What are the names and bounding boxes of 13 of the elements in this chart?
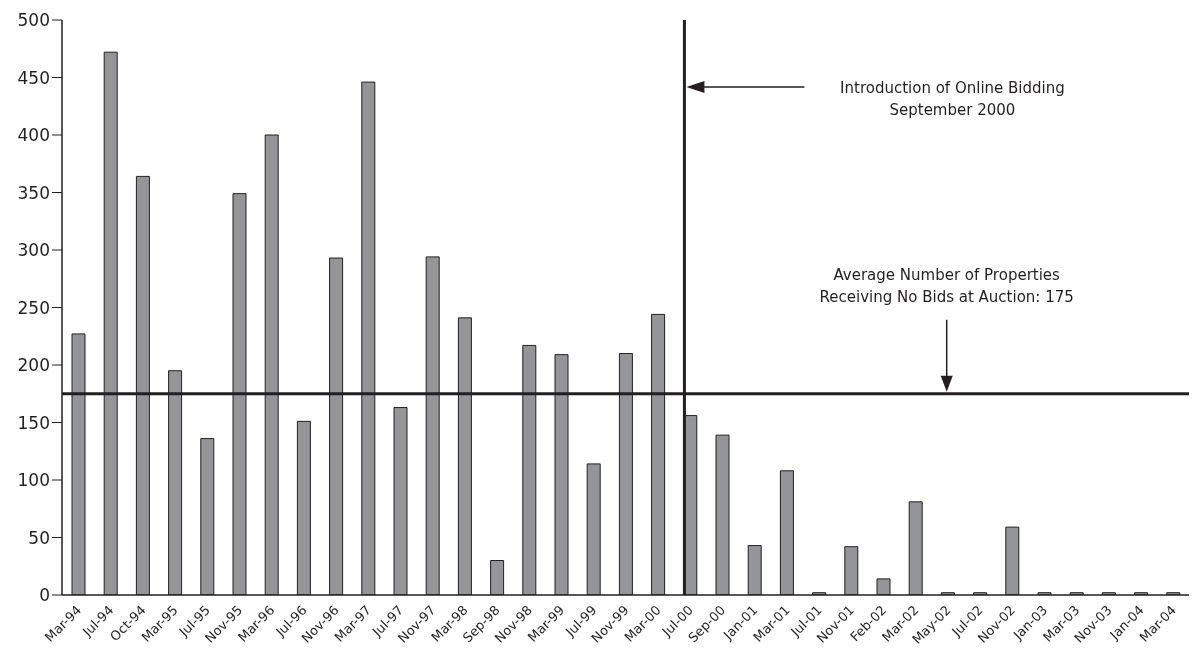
- y-tick-label: 50: [28, 527, 50, 548]
- y-tick-label: 150: [17, 412, 50, 433]
- annotation: Average Number of Properties Receiving No Bids at Auction: 175: [819, 265, 1074, 306]
- y-tick-label: 100: [17, 470, 50, 491]
- y-tick-label: 300: [17, 240, 50, 261]
- y-tick-label: 0: [39, 585, 50, 606]
- y-tick-label: 450: [17, 67, 50, 88]
- y-tick-label: 250: [17, 297, 50, 318]
- y-tick-label: 200: [17, 355, 50, 376]
- annotation: Introduction of Online Bidding September 2000: [840, 79, 1065, 119]
- y-tick-label: 400: [17, 125, 50, 146]
- y-tick-label: 500: [17, 10, 50, 31]
- y-tick-label: 350: [17, 182, 50, 203]
